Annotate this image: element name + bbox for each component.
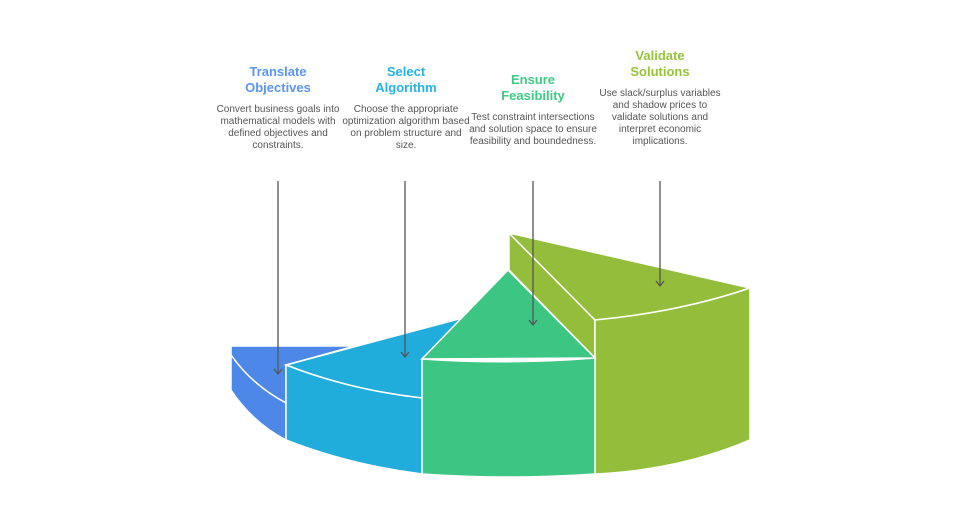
step-ensure-feasibility: Ensure Feasibility Test constraint inters… bbox=[468, 72, 598, 148]
step-title: Select Algorithm bbox=[341, 64, 471, 96]
step-title: Ensure Feasibility bbox=[468, 72, 598, 104]
step-title: Translate Objectives bbox=[213, 64, 343, 96]
step-description: Test constraint intersections and soluti… bbox=[469, 112, 597, 147]
segment-validate-solutions bbox=[506, 231, 753, 475]
step-select-algorithm: Select Algorithm Choose the appropriate o… bbox=[341, 64, 471, 152]
title-line: Objectives bbox=[245, 80, 311, 95]
title-line: Validate bbox=[635, 48, 685, 63]
title-line: Ensure bbox=[510, 72, 556, 87]
title-line: Solutions bbox=[630, 64, 690, 79]
step-description: Choose the appropriate optimization algo… bbox=[342, 104, 470, 151]
title-line: Translate bbox=[249, 64, 307, 79]
step-validate-solutions: Validate Solutions Use slack/surplus vari… bbox=[595, 48, 725, 148]
arrow-translate-objectives bbox=[273, 181, 283, 376]
arrow-ensure-feasibility bbox=[528, 181, 538, 327]
step-description: Convert business goals into mathematical… bbox=[216, 104, 340, 151]
arrow-validate-solutions bbox=[655, 181, 665, 288]
title-line: Select bbox=[386, 64, 426, 79]
segment-ensure-feasibility bbox=[420, 268, 597, 478]
step-description: Use slack/surplus variables and shadow p… bbox=[599, 88, 721, 147]
step-translate-objectives: Translate Objectives Convert business goa… bbox=[213, 64, 343, 152]
title-line: Feasibility bbox=[501, 88, 565, 103]
title-line: Algorithm bbox=[375, 80, 437, 95]
arrow-select-algorithm bbox=[400, 181, 410, 359]
step-title: Validate Solutions bbox=[595, 48, 725, 80]
